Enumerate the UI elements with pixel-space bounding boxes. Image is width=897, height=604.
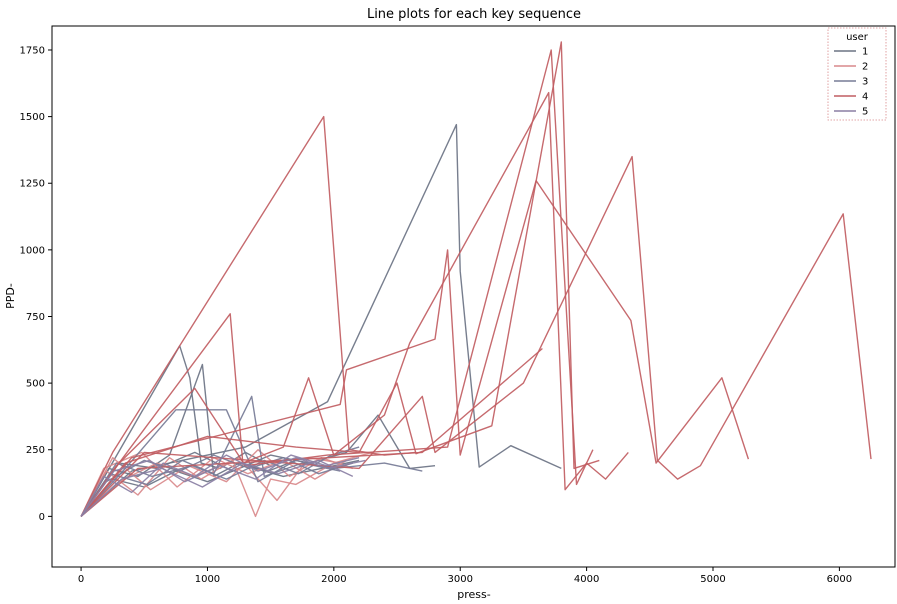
series-line-user-5 xyxy=(80,459,354,517)
series-line-user-3 xyxy=(80,454,354,517)
series-line-user-4 xyxy=(80,41,600,517)
x-tick-label: 6000 xyxy=(827,574,852,585)
y-tick-label: 750 xyxy=(26,312,45,323)
legend-label-2: 2 xyxy=(862,62,868,73)
x-tick-label: 2000 xyxy=(321,574,346,585)
x-tick-label: 1000 xyxy=(195,574,220,585)
y-tick-label: 1500 xyxy=(20,112,45,123)
legend-label-4: 4 xyxy=(862,92,868,103)
x-tick-label: 0 xyxy=(78,574,84,585)
y-tick-label: 1750 xyxy=(20,45,45,56)
y-axis-label: PPD- xyxy=(4,283,17,309)
series-line-user-4 xyxy=(80,179,750,517)
series-lines xyxy=(80,41,872,518)
x-tick-label: 3000 xyxy=(448,574,473,585)
series-line-user-4 xyxy=(80,49,594,517)
y-tick-label: 1250 xyxy=(20,179,45,190)
series-line-user-3 xyxy=(80,409,423,517)
y-tick-label: 500 xyxy=(26,379,45,390)
x-axis-label: press- xyxy=(457,588,490,601)
legend: user 1 2 3 4 5 xyxy=(827,27,887,121)
x-tick-label: 4000 xyxy=(574,574,599,585)
y-tick-label: 0 xyxy=(39,512,45,523)
legend-label-5: 5 xyxy=(862,107,868,118)
series-line-user-4 xyxy=(80,347,543,517)
series-line-user-4 xyxy=(80,155,872,517)
series-line-user-1 xyxy=(80,414,436,517)
series-line-user-1 xyxy=(80,345,271,517)
series-line-user-1 xyxy=(80,123,562,517)
legend-title: user xyxy=(846,32,869,43)
series-line-user-4 xyxy=(80,91,629,517)
axis-ticks: 0 1000 2000 3000 4000 5000 6000 0 250 500 750 1000 1… xyxy=(20,45,853,585)
legend-label-3: 3 xyxy=(862,77,868,88)
y-tick-label: 1000 xyxy=(20,245,45,256)
x-tick-label: 5000 xyxy=(700,574,725,585)
legend-box xyxy=(827,27,887,121)
y-tick-label: 250 xyxy=(26,445,45,456)
chart-title: Line plots for each key sequence xyxy=(367,7,581,22)
legend-label-1: 1 xyxy=(862,47,868,58)
series-line-user-1 xyxy=(80,459,360,517)
